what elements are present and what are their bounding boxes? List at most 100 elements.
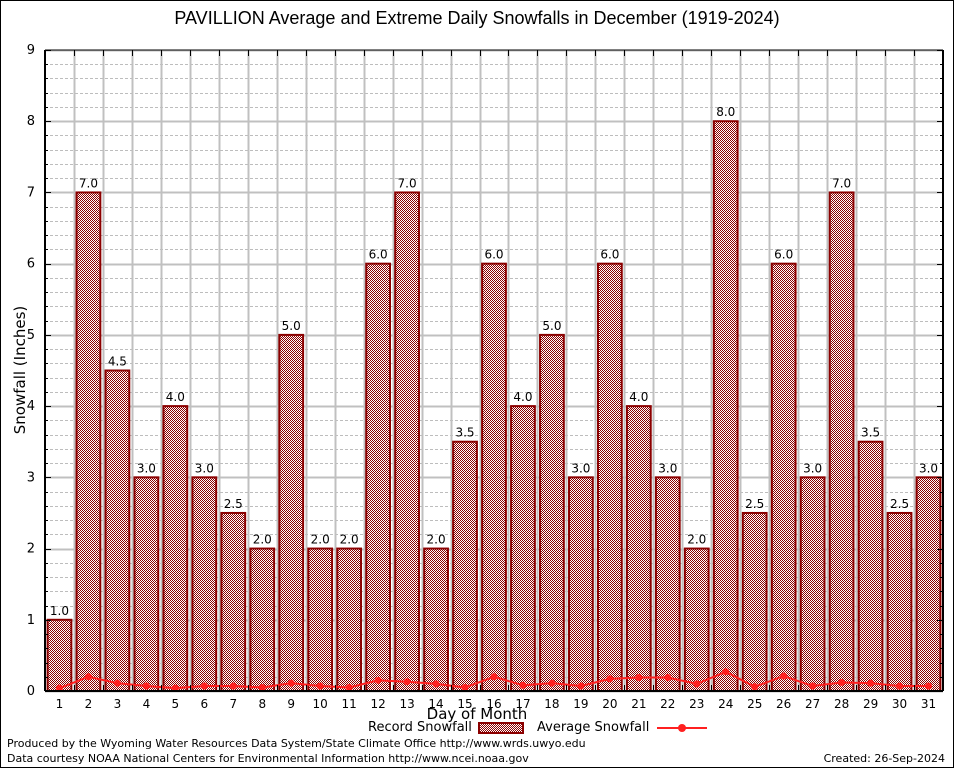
bar-value-label: 7.0 (832, 176, 851, 190)
x-tick-label: 4 (143, 697, 151, 711)
x-tick-label: 12 (370, 697, 385, 711)
bar-value-label: 6.0 (369, 248, 388, 262)
chart-title: PAVILLION Average and Extreme Daily Snow… (174, 8, 780, 28)
average-point-day-22 (664, 673, 672, 681)
bar-day-4 (133, 476, 160, 693)
average-point-day-21 (635, 673, 643, 681)
bar-day-22 (654, 476, 681, 693)
bar-day-30 (886, 511, 913, 693)
bar-day-31 (915, 476, 942, 693)
bar-value-label: 4.0 (629, 390, 648, 404)
bar-value-label: 3.0 (803, 461, 822, 475)
x-tick-label: 24 (718, 697, 733, 711)
bar-value-label: 3.0 (195, 461, 214, 475)
line-series-average-snowfall (55, 668, 933, 692)
x-tick-label: 17 (515, 697, 530, 711)
bar-day-21 (625, 405, 652, 692)
x-tick-label: 10 (313, 697, 328, 711)
bar-day-26 (770, 262, 797, 692)
bar-day-9 (278, 333, 305, 692)
average-point-day-3 (113, 679, 121, 687)
bar-value-label: 3.0 (137, 461, 156, 475)
bar-day-7 (220, 511, 247, 693)
bar-day-6 (191, 476, 218, 693)
average-point-day-27 (809, 682, 817, 690)
bar-value-label: 2.0 (340, 533, 359, 547)
bar-day-16 (481, 262, 507, 692)
x-tick-label: 14 (428, 697, 443, 711)
footer-produced-by: Produced by the Wyoming Water Resources … (7, 737, 586, 750)
x-tick-label: 29 (863, 697, 878, 711)
bar-value-label: 3.5 (455, 426, 474, 440)
bar-day-11 (336, 547, 363, 692)
bar-value-label: 8.0 (716, 105, 735, 119)
x-tick-label: 20 (602, 697, 617, 711)
y-tick-label: 5 (27, 328, 35, 343)
average-point-day-14 (432, 680, 440, 688)
bar-day-23 (683, 547, 710, 692)
bar-day-18 (539, 333, 565, 692)
x-tick-label: 21 (631, 697, 646, 711)
y-tick-label: 1 (27, 613, 35, 628)
bar-value-label: 3.0 (658, 461, 677, 475)
bar-value-label: 2.0 (687, 533, 706, 547)
x-tick-label: 15 (457, 697, 472, 711)
bar-value-label: 3.5 (861, 426, 880, 440)
bar-day-3 (104, 369, 131, 692)
x-tick-label: 2 (85, 697, 93, 711)
x-tick-label: 18 (544, 697, 559, 711)
bar-value-label: 4.5 (108, 355, 127, 369)
bar-value-label: 2.0 (253, 533, 272, 547)
average-point-day-5 (171, 684, 179, 692)
average-point-day-24 (722, 668, 730, 676)
bar-value-label: 1.0 (50, 604, 69, 618)
x-tick-label: 3 (114, 697, 122, 711)
average-point-day-23 (693, 680, 701, 688)
average-point-day-18 (548, 679, 556, 687)
bar-value-label: 2.5 (224, 497, 243, 511)
bar-value-label: 2.5 (890, 497, 909, 511)
bar-value-label: 6.0 (774, 248, 793, 262)
average-point-day-12 (374, 676, 382, 684)
footer-data-courtesy: Data courtesy NOAA National Centers for … (7, 752, 529, 765)
bar-day-15 (452, 440, 478, 692)
data-labels: 1.0 7.0 4.5 3.0 4.0 3.0 2.5 2.0 5.0 2.0 2.0 6.0 7.0 2… (27, 43, 938, 711)
bar-day-27 (799, 476, 826, 693)
bar-value-label: 6.0 (600, 248, 619, 262)
bar-day-12 (365, 262, 392, 692)
y-tick-label: 7 (27, 185, 35, 200)
y-tick-label: 6 (27, 257, 35, 272)
x-tick-label: 6 (201, 697, 209, 711)
average-point-day-31 (925, 682, 933, 690)
average-point-day-16 (490, 673, 498, 681)
legend-label-record: Record Snowfall (368, 720, 472, 735)
average-point-day-6 (200, 682, 208, 690)
average-point-day-15 (461, 683, 469, 691)
bar-day-5 (162, 405, 189, 692)
axes (44, 49, 944, 692)
average-point-day-17 (519, 681, 527, 689)
bar-value-label: 2.0 (427, 533, 446, 547)
bar-day-29 (857, 440, 884, 692)
average-point-day-13 (403, 678, 411, 686)
bar-value-label: 7.0 (79, 176, 98, 190)
bar-day-13 (394, 191, 420, 692)
average-point-day-20 (606, 675, 614, 683)
x-tick-label: 13 (399, 697, 414, 711)
average-point-day-30 (896, 682, 904, 690)
y-tick-label: 8 (27, 114, 35, 129)
average-point-day-1 (55, 684, 63, 692)
bar-day-14 (423, 547, 449, 692)
bar-day-8 (249, 547, 276, 692)
y-tick-label: 3 (27, 470, 35, 485)
bar-day-28 (828, 191, 855, 692)
average-point-day-7 (229, 682, 237, 690)
bar-value-label: 6.0 (484, 248, 503, 262)
bar-day-2 (75, 191, 102, 692)
average-point-day-10 (316, 682, 324, 690)
average-point-day-28 (838, 678, 846, 686)
bar-day-25 (741, 511, 768, 693)
legend-swatch-line (657, 723, 708, 733)
x-tick-label: 28 (834, 697, 849, 711)
